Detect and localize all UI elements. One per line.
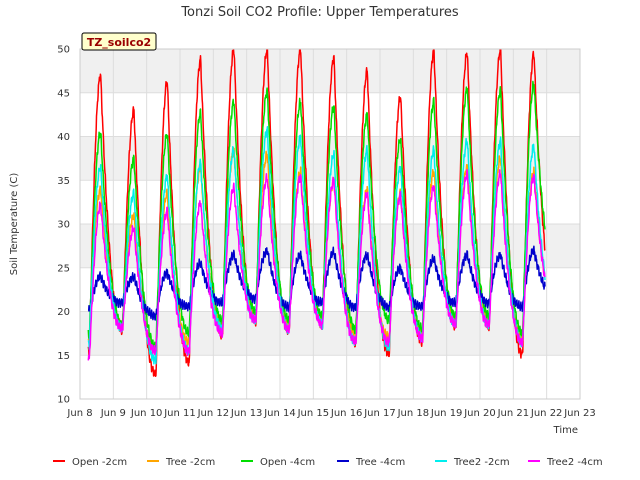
x-tick-label: Jun 16	[330, 408, 363, 419]
station-label: TZ_soilco2	[87, 36, 151, 49]
x-tick-label: Jun 11	[163, 408, 196, 419]
grid-band	[80, 311, 580, 356]
x-tick-label: Jun 12	[197, 408, 230, 419]
x-tick-label: Jun 10	[130, 408, 163, 419]
x-tick-label: Jun 21	[497, 408, 530, 419]
x-tick-label: Jun 19	[430, 408, 463, 419]
x-tick-label: Jun 20	[463, 408, 496, 419]
legend-label: Open -2cm	[72, 457, 127, 468]
legend-label: Open -4cm	[260, 457, 315, 468]
series-lines	[87, 49, 546, 378]
y-tick-label: 10	[57, 395, 70, 406]
x-tick-label: Jun 15	[297, 408, 330, 419]
y-tick-label: 15	[57, 351, 70, 362]
x-tick-label: Jun 13	[230, 408, 263, 419]
x-tick-label: Jun 9	[100, 408, 126, 419]
x-tick-label: Jun 8	[66, 408, 92, 419]
x-tick-label: Jun 17	[363, 408, 396, 419]
x-tick-label: Jun 18	[397, 408, 430, 419]
y-axis-label: Soil Temperature (C)	[9, 173, 20, 276]
y-axis-ticks: 10 15 20 25 30 35 40 45 50	[57, 45, 70, 406]
legend-label: Tree -4cm	[355, 457, 405, 468]
series-line-6	[87, 168, 546, 361]
x-tick-label: Jun 14	[263, 408, 296, 419]
x-tick-label: Jun 23	[563, 408, 596, 419]
legend: Open -2cm Tree -2cm Open -4cm Tree -4cm Tree…	[53, 457, 603, 468]
legend-label: Tree -2cm	[165, 457, 215, 468]
legend-label: Tree2 -4cm	[546, 457, 603, 468]
y-tick-label: 30	[57, 220, 70, 231]
y-tick-label: 50	[57, 45, 70, 56]
series-line-4	[87, 245, 546, 321]
legend-label: Tree2 -2cm	[453, 457, 510, 468]
y-tick-label: 25	[57, 263, 70, 274]
plot-border	[79, 48, 581, 400]
chart-title: Tonzi Soil CO2 Profile: Upper Temperatur…	[180, 5, 459, 20]
y-tick-label: 45	[57, 88, 70, 99]
x-axis-label: Time	[553, 425, 578, 436]
x-tick-label: Jun 22	[530, 408, 563, 419]
y-tick-label: 40	[57, 132, 70, 143]
station-label-box: TZ_soilco2	[81, 32, 157, 51]
x-axis-ticks: Jun 8 Jun 9 Jun 10 Jun 11 Jun 12 Jun 13 Jun 14…	[66, 408, 595, 419]
y-tick-label: 20	[57, 307, 70, 318]
y-tick-label: 35	[57, 176, 70, 187]
